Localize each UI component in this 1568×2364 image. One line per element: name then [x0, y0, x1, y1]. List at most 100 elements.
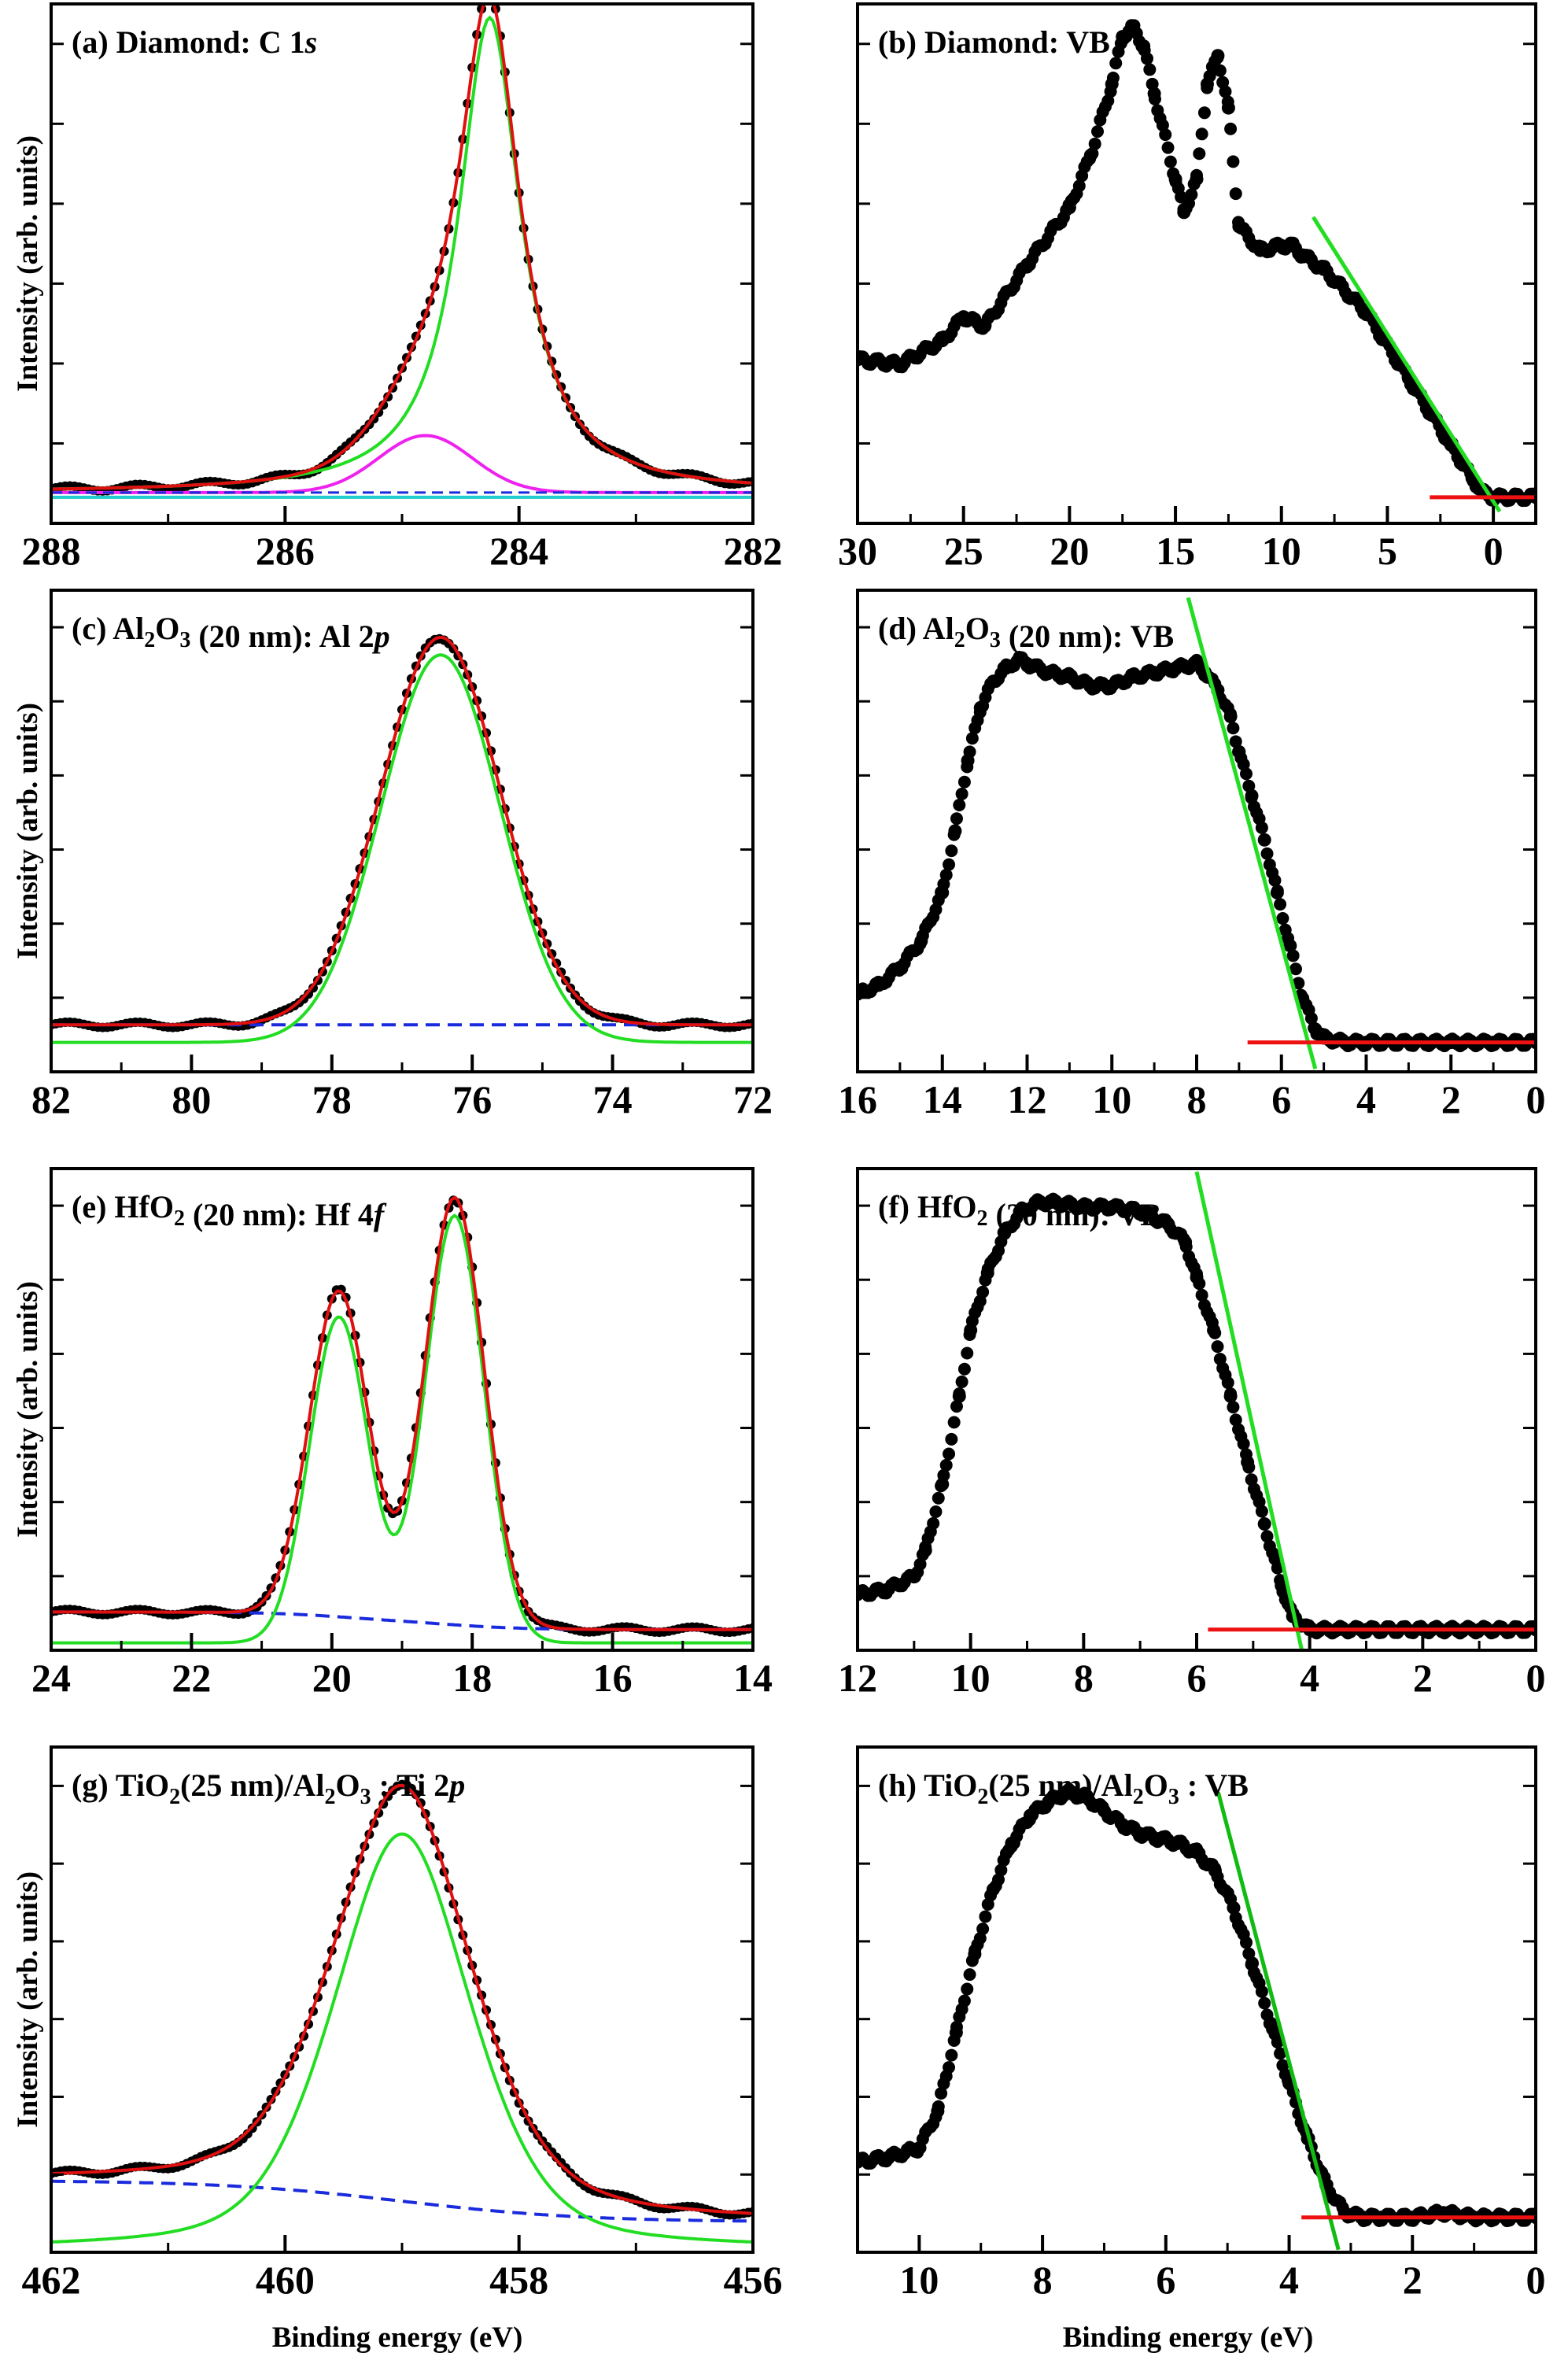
title-text: (d) Al — [878, 611, 954, 646]
panel-c: 82 80 78 76 74 72 Intensity (arb. units) (c) Al… — [12, 589, 773, 1121]
data-point — [1147, 87, 1161, 101]
axes-frame-h — [856, 1745, 1537, 2254]
title-text: (25 nm)/Al — [180, 1767, 324, 1803]
data-point — [1227, 155, 1240, 168]
x-tick-label: 458 — [489, 2258, 548, 2302]
data-point — [952, 1389, 966, 1403]
x-tick-label: 286 — [256, 529, 315, 573]
title-text: (b) Diamond: VB — [878, 24, 1110, 60]
data-point — [1062, 201, 1076, 215]
total-fit-c — [51, 635, 753, 1027]
title-subscript: 2 — [169, 1785, 180, 1809]
data-point — [1179, 1235, 1193, 1249]
data-point — [1126, 20, 1140, 35]
data-point — [1014, 1204, 1028, 1218]
data-point — [1190, 656, 1204, 670]
x-tick-label: 15 — [1156, 529, 1195, 573]
data-point — [929, 1505, 943, 1519]
x-tick-label: 5 — [1378, 529, 1397, 573]
total-fit-g — [51, 1783, 753, 2215]
data-point — [955, 787, 968, 800]
data-point — [1164, 155, 1177, 168]
data-point — [943, 858, 956, 871]
panel-g: 462 460 458 456 Intensity (arb. units) (g) Ti… — [12, 1745, 783, 2302]
data-point — [1257, 833, 1271, 847]
x-tick-label: 72 — [733, 1077, 773, 1121]
data-point — [1116, 1818, 1130, 1832]
x-tick-label: 8 — [1033, 2258, 1053, 2302]
title-text: O — [155, 611, 179, 646]
x-tick-label: 8 — [1074, 1656, 1094, 1700]
data-point — [893, 357, 907, 371]
plot-area-d — [858, 597, 1536, 1069]
title-text — [371, 1767, 379, 1803]
data-point — [935, 334, 950, 348]
component-green-c — [51, 653, 753, 1044]
data-point — [1031, 1195, 1046, 1210]
data-point — [964, 1323, 978, 1337]
axes-frame-c — [50, 589, 754, 1073]
data-point — [965, 732, 979, 745]
panel-f: 12 10 8 6 4 2 0(f) HfO2 (20 nm): VB — [838, 1167, 1546, 1700]
title-italic: f — [374, 1197, 387, 1232]
title-text: (25 nm)/Al — [988, 1767, 1132, 1803]
data-point — [943, 2061, 956, 2074]
title-text: : Ti 2 — [379, 1767, 450, 1803]
data-point — [1105, 77, 1119, 91]
data-point — [980, 1266, 994, 1280]
data-point — [1168, 661, 1182, 675]
title-italic: p — [372, 619, 390, 654]
panel-title-h: (h) TiO2(25 nm)/Al2O3 : VB — [878, 1767, 1249, 1809]
x-tick-label: 0 — [1526, 1077, 1546, 1121]
data-point — [1237, 1437, 1250, 1450]
x-tick-label: 16 — [838, 1077, 877, 1121]
x-tick-label: 282 — [724, 529, 783, 573]
data-point — [1274, 898, 1287, 911]
data-point — [1208, 1863, 1223, 1878]
data-point — [1109, 57, 1123, 70]
data-point — [1296, 992, 1310, 1006]
data-point — [1020, 656, 1034, 670]
data-point — [1083, 148, 1098, 162]
data-point — [963, 1968, 976, 1982]
data-point — [1147, 666, 1161, 680]
data-points-h — [858, 1782, 1536, 2228]
background-dashed-g — [51, 2179, 753, 2223]
data-point — [998, 1226, 1012, 1240]
title-subscript: 2 — [977, 1206, 988, 1231]
data-point — [1308, 1022, 1323, 1036]
title-text: (c) Al — [72, 611, 144, 646]
data-point — [1221, 101, 1235, 115]
data-point — [1304, 1012, 1318, 1025]
y-axis-label: Intensity (arb. units) — [12, 135, 44, 392]
x-tick-label: 10 — [1092, 1077, 1131, 1121]
axes-frame-b — [856, 2, 1537, 525]
data-point — [918, 1543, 932, 1557]
data-point — [961, 754, 975, 768]
title-text: O — [1144, 1767, 1168, 1803]
x-tick-label: 16 — [593, 1656, 633, 1700]
data-point — [1133, 1204, 1147, 1218]
data-point — [1255, 1985, 1268, 1998]
data-point — [992, 1873, 1005, 1886]
data-point — [1088, 137, 1101, 150]
x-axis-label-left: Binding energy (eV) — [272, 2322, 523, 2354]
title-text: O — [965, 611, 990, 646]
data-points-d — [858, 650, 1536, 1053]
data-point — [1245, 1956, 1260, 1971]
data-point — [914, 934, 928, 948]
x-tick-label: 20 — [1050, 529, 1089, 573]
data-point — [935, 1477, 950, 1491]
title-text: (20 nm): Al 2 — [190, 619, 374, 654]
data-point — [950, 812, 963, 826]
x-tick-label: 6 — [1187, 1656, 1207, 1700]
data-point — [1224, 122, 1238, 135]
data-point — [939, 1458, 953, 1472]
data-points-c — [51, 633, 753, 1032]
x-tick-label: 80 — [172, 1077, 211, 1121]
data-point — [1195, 127, 1208, 141]
data-point — [1271, 2036, 1284, 2049]
total-fit-e — [51, 1195, 753, 1631]
x-tick-label: 8 — [1187, 1077, 1207, 1121]
data-point — [1211, 49, 1225, 63]
